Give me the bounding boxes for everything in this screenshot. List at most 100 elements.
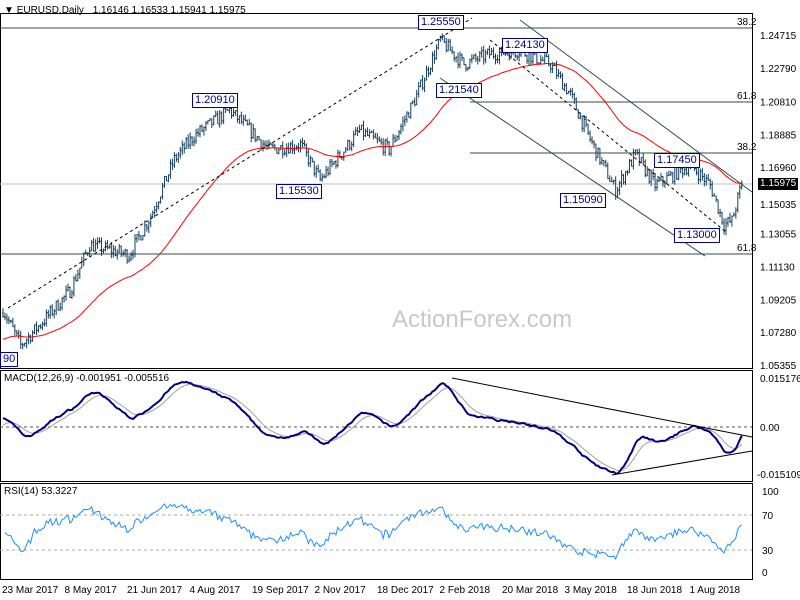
ohlc-bar: [604, 159, 607, 168]
ohlc-bar: [283, 149, 286, 156]
ohlc-bar: [102, 248, 105, 254]
ohlc-bar: [313, 160, 316, 177]
ohlc-bar: [195, 128, 198, 144]
ohlc-bar: [53, 308, 56, 319]
ohlc-bar: [602, 159, 605, 167]
x-tick-label: 21 Jun 2017: [127, 585, 182, 596]
ohlc-bar: [738, 184, 741, 199]
ohlc-bar: [31, 330, 34, 342]
ohlc-bar: [427, 66, 430, 77]
ohlc-bar: [165, 175, 168, 182]
rsi-title: RSI(14) 53.3227: [4, 486, 78, 497]
ohlc-bar: [494, 53, 497, 65]
price-label: 1.25550: [418, 15, 464, 30]
ohlc-bar: [388, 140, 391, 156]
ohlc-bar: [139, 235, 142, 241]
ohlc-bar: [19, 330, 22, 349]
ohlc-bar: [273, 143, 276, 151]
ohlc-bar: [67, 283, 70, 292]
ohlc-bar: [723, 218, 726, 235]
ohlc-bar: [724, 218, 727, 236]
ohlc-bar: [199, 125, 201, 138]
ohlc-bar: [126, 249, 129, 264]
ohlc-bar: [581, 115, 584, 132]
ohlc-bar: [256, 136, 259, 142]
dropdown-triangle-icon[interactable]: ▼: [4, 5, 14, 16]
ohlc-bar: [697, 167, 700, 185]
macd-tick-label: 0.00: [760, 423, 780, 434]
ohlc-bar: [567, 90, 570, 94]
ohlc-bar: [151, 210, 154, 218]
ohlc-bar: [423, 77, 426, 93]
ohlc-bar: [242, 114, 245, 126]
ohlc-bar: [589, 130, 592, 143]
ohlc-bar: [555, 60, 558, 79]
price-label: 1.13000: [674, 228, 720, 243]
ohlc-bar: [628, 158, 631, 173]
ohlc-bar: [350, 141, 353, 152]
ohlc-bar: [118, 243, 121, 253]
ohlc-bar: [527, 52, 530, 66]
y-tick-label: 1.09205: [760, 295, 797, 306]
ohlc-bar: [289, 141, 292, 154]
ohlc-bar: [665, 171, 668, 184]
moving-average-line: [2, 62, 742, 340]
channel-upper-line: [519, 19, 753, 193]
price-label: 1.15090: [560, 193, 606, 208]
ohlc-bar: [232, 108, 235, 117]
ohlc-bar: [728, 212, 731, 223]
ohlc-bar: [705, 174, 708, 186]
ohlc-bar: [332, 160, 335, 165]
ohlc-bar: [120, 245, 123, 258]
ohlc-bar: [652, 168, 655, 181]
symbol-timeframe: EURUSD,Daily: [16, 5, 84, 16]
ohlc-bar: [185, 137, 188, 150]
ohlc-bar: [128, 255, 131, 263]
x-tick-label: 1 Aug 2018: [690, 585, 741, 596]
ohlc-bar: [21, 342, 24, 350]
ohlc-bar: [466, 66, 469, 71]
ohlc-bar: [169, 159, 172, 179]
chart-header: ▼ EURUSD,Daily 1.16146 1.16533 1.15941 1…: [4, 5, 246, 16]
ohlc-bar: [82, 252, 85, 267]
macd-line: [2, 380, 743, 475]
ohlc-bar: [295, 145, 298, 151]
ohlc-bar: [559, 71, 562, 79]
ohlc-bar: [492, 47, 495, 60]
ohlc-bar: [638, 148, 641, 166]
ohlc-bar: [573, 92, 576, 104]
ohlc-bar: [234, 110, 237, 116]
ohlc-bar: [681, 167, 684, 179]
y-tick-label: 1.07280: [760, 328, 797, 339]
ohlc-bar: [575, 97, 578, 111]
ohlc-bar: [397, 129, 400, 140]
ohlc-bar: [352, 130, 355, 148]
ohlc-bar: [163, 175, 166, 188]
ohlc-bar: [230, 107, 233, 119]
ohlc-bar: [206, 120, 209, 125]
ohlc-bar: [596, 147, 599, 159]
ohlc-bar: [378, 136, 381, 142]
ohlc-bar: [591, 136, 594, 145]
ohlc-bar: [701, 167, 704, 181]
ohlc-bar: [358, 124, 361, 133]
ohlc-bar: [222, 105, 225, 124]
ohlc-bar: [549, 62, 552, 74]
ohlc-bar: [330, 158, 333, 168]
ohlc-bar: [285, 143, 288, 158]
ohlc-bar: [92, 237, 95, 252]
ohlc-bar: [325, 165, 328, 179]
ohlc-bar: [100, 237, 103, 256]
fib-label: 38.2: [737, 142, 757, 153]
ohlc-bar: [464, 64, 467, 72]
ohlc-bar: [264, 140, 267, 148]
ohlc-bar: [717, 199, 720, 214]
ohlc-bar: [711, 180, 714, 198]
ohlc-bar: [145, 224, 148, 232]
ohlc-bar: [51, 304, 54, 317]
ohlc-bar: [72, 275, 75, 297]
ohlc-bar: [462, 57, 465, 66]
ohlc-bar: [86, 252, 89, 257]
ohlc-bar: [461, 53, 464, 62]
